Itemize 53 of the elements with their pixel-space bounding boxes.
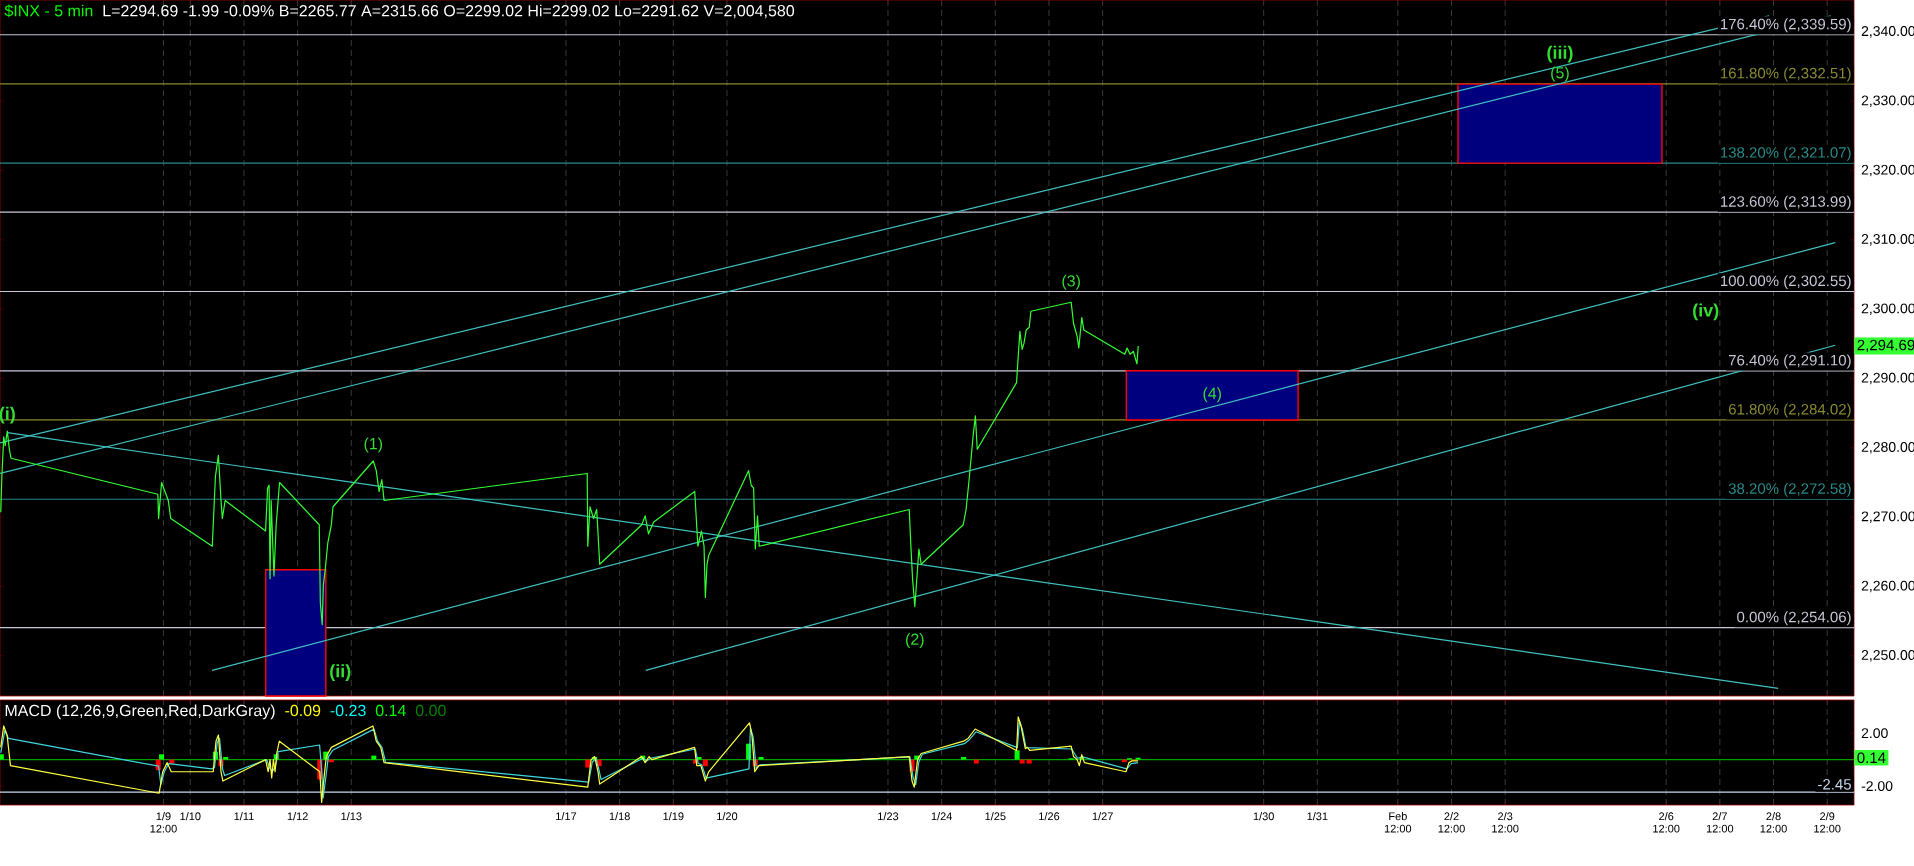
text: 2,294.69 (1857, 339, 1914, 353)
annotation: (iii) (1547, 45, 1573, 63)
x-tick-label: 1/23 (878, 812, 899, 821)
x-tick-label: 1/12 (287, 812, 308, 821)
chart-subtitle: L=2294.69 -1.99 -0.09% B=2265.77 A=2315.66 O=2299.02 Hi=2299.02 Lo=2291.62 V=2,004,580 (103, 4, 795, 19)
x-tick-label: 1/25 (985, 812, 1006, 821)
x-tick-label: 1/9 12:00 (150, 812, 177, 833)
x-tick-label: 1/17 (556, 812, 577, 821)
x-tick-label: 2/6 12:00 (1653, 812, 1680, 833)
annotation: -0.23 (330, 704, 366, 717)
ref-line-label: 38.20% (2,272.58) (1728, 482, 1851, 497)
x-tick-label: 1/11 (234, 812, 254, 821)
x-tick-label: 1/13 (341, 812, 362, 821)
ref-line-label: 61.80% (2,284.02) (1728, 403, 1851, 418)
ref-line-label: -2.45 (1818, 779, 1851, 790)
x-tick-label: 2/3 12:00 (1492, 812, 1519, 833)
annotation: (2) (906, 633, 924, 649)
x-tick-label: 1/24 (931, 812, 953, 821)
annotation: (4) (1203, 387, 1221, 403)
x-tick-label: 1/19 (663, 812, 684, 821)
ref-line-label: 0.00% (2,254.06) (1737, 611, 1851, 626)
annotation: (1) (364, 437, 383, 453)
y-tick-label: 2.00 (1861, 728, 1888, 739)
x-tick-label: 1/10 (180, 812, 201, 821)
x-tick-label: 1/31 (1307, 812, 1328, 821)
x-tick-label: 2/8 12:00 (1760, 812, 1787, 833)
x-tick-label: 1/18 (609, 812, 630, 821)
text: 0.14 (1857, 752, 1886, 764)
ref-line-label: 161.80% (2,332.51) (1720, 67, 1851, 82)
x-tick-label: 1/27 (1092, 812, 1113, 821)
annotation: (i) (0, 406, 15, 424)
annotation: (iv) (1693, 303, 1719, 321)
annotation: 0.00 (415, 704, 446, 717)
annotation: (3) (1062, 274, 1080, 290)
annotation: (ii) (330, 664, 351, 681)
ref-line-label: 138.20% (2,321.07) (1720, 146, 1851, 161)
annotation: (5) (1551, 66, 1569, 82)
x-tick-label: Feb 12:00 (1384, 812, 1412, 833)
annotation: 0.14 (375, 704, 406, 717)
ref-line-label: 76.40% (2,291.10) (1728, 354, 1851, 369)
chart-title: $INX - 5 min (4, 4, 93, 18)
x-tick-label: 2/7 12:00 (1706, 812, 1734, 833)
ref-line-label: 123.60% (2,313.99) (1720, 195, 1851, 210)
x-tick-label: 1/30 (1253, 812, 1274, 821)
x-tick-label: 1/26 (1039, 812, 1060, 821)
annotation: -0.09 (285, 704, 321, 717)
x-tick-label: 2/9 12:00 (1814, 812, 1841, 833)
x-tick-label: 1/20 (717, 812, 738, 821)
y-tick-label: -2.00 (1861, 781, 1893, 792)
ref-line-label: 176.40% (2,339.59) (1720, 18, 1851, 33)
chart-title: MACD (12,26,9,Green,Red,DarkGray) (5, 704, 275, 720)
ref-line-label: 100.00% (2,302.55) (1720, 275, 1851, 290)
x-tick-label: 2/2 12:00 (1438, 812, 1465, 833)
